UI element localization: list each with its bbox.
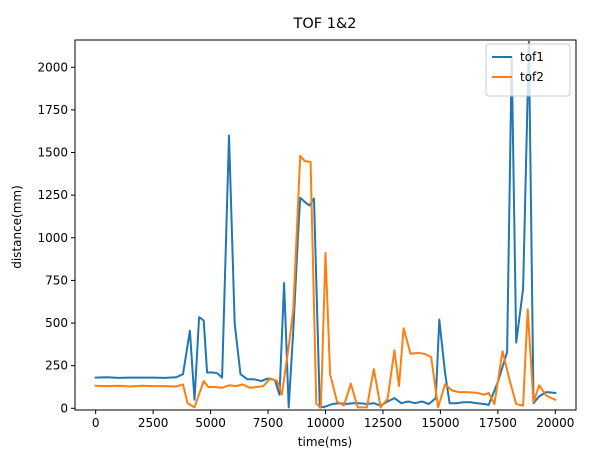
- y-tick-label: 500: [45, 316, 68, 330]
- plot-area: [75, 40, 576, 410]
- x-axis-label: time(ms): [298, 435, 352, 449]
- y-tick-label: 2000: [37, 60, 68, 74]
- chart-title: TOF 1&2: [293, 16, 357, 32]
- y-tick-label: 750: [45, 273, 68, 287]
- series-layer: [94, 40, 557, 409]
- x-tick-label: 20000: [536, 416, 574, 430]
- y-axis-label: distance(mm): [10, 185, 24, 269]
- legend: tof1 tof2: [485, 43, 571, 97]
- x-tick-label: 12500: [364, 416, 402, 430]
- x-tick-label: 5000: [195, 416, 226, 430]
- x-tick-label: 7500: [253, 416, 284, 430]
- y-tick-label: 250: [45, 359, 68, 373]
- y-tick-label: 0: [60, 401, 68, 415]
- series-line-tof1: [94, 40, 557, 409]
- x-tick-label: 0: [92, 416, 100, 430]
- legend-label-tof2: tof2: [520, 70, 544, 84]
- legend-label-tof1: tof1: [520, 50, 544, 64]
- x-tick-label: 17500: [479, 416, 517, 430]
- x-tick-label: 15000: [421, 416, 459, 430]
- x-tick-label: 10000: [306, 416, 344, 430]
- x-tick-label: 2500: [138, 416, 169, 430]
- axis-layer: 0 2500 5000 7500 10000 12500 15000 17500 20000 0 2…: [37, 39, 577, 430]
- y-tick-label: 1250: [37, 188, 68, 202]
- y-tick-label: 1000: [37, 231, 68, 245]
- y-tick-label: 1500: [37, 146, 68, 160]
- y-tick-label: 1750: [37, 103, 68, 117]
- series-line-tof2: [94, 154, 557, 409]
